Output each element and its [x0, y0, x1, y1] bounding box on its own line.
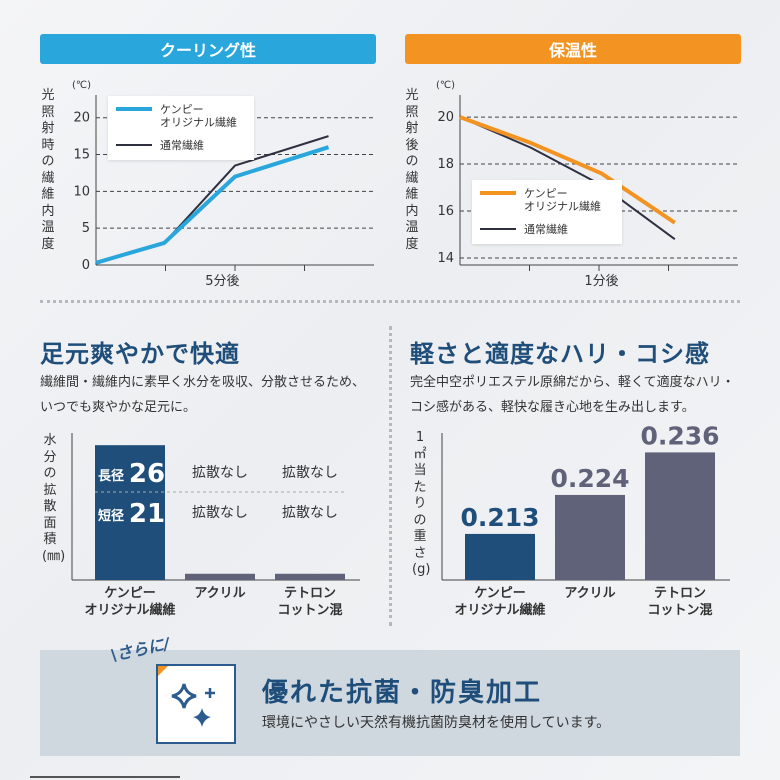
category-label: アクリル [564, 586, 615, 601]
feature-subtitle: 環境にやさしい天然有機抗菌防臭材を使用しています。 [262, 715, 611, 731]
y-tick-label: 20 [437, 110, 454, 125]
long-diameter-label: 長径 [98, 468, 124, 484]
cooling-legend: ケンピー オリジナル繊維 通常繊維 [108, 96, 254, 160]
bar [555, 494, 625, 580]
category-label: テトロン [284, 586, 336, 601]
dotted-divider [40, 300, 740, 303]
unit-label: (℃) [436, 80, 455, 91]
bar [645, 452, 715, 580]
y-tick-label: 15 [73, 148, 90, 163]
short-diameter-value: 21 [129, 499, 165, 529]
data-label: 0.224 [550, 464, 629, 493]
bar [275, 573, 345, 580]
legend-item-normal: 通常繊維 [480, 223, 568, 236]
y-tick-label: 5 [82, 221, 90, 236]
left-section-desc: 繊維間・繊維内に素早く水分を吸収、分散させるため、いつでも爽やかな足元に。 [40, 375, 366, 415]
legend-swatch-normal [116, 144, 152, 146]
y-tick-label: 16 [437, 204, 454, 219]
short-diameter-label: 短径 [98, 508, 124, 524]
warming-legend: ケンピー オリジナル繊維 通常繊維 [472, 180, 622, 244]
data-label: 0.213 [460, 503, 539, 532]
long-diameter-value: 26 [129, 459, 165, 489]
x-tick-label: 1分後 [584, 274, 618, 289]
legend-label-normal: 通常繊維 [524, 223, 568, 236]
weight-ylabel: 1㎡当たりの重さ(g) [412, 430, 431, 577]
category-label: ケンピー [474, 586, 526, 601]
warming-banner-label: 保温性 [548, 41, 597, 60]
y-tick-label: 0 [82, 258, 90, 273]
series-line [95, 145, 330, 265]
category-label: コットン混 [647, 603, 712, 618]
feature-title: 優れた抗菌・防臭加工 [262, 678, 543, 708]
legend-swatch-normal [480, 228, 516, 230]
legend-item-original: ケンピー オリジナル繊維 [480, 187, 601, 213]
y-tick-label: 20 [73, 111, 90, 126]
category-label: コットン混 [277, 603, 342, 618]
y-tick-label: 10 [73, 184, 90, 199]
warming-ylabel: 光照射後の繊維内温度 [405, 88, 419, 252]
category-label: ケンピー [104, 586, 156, 601]
right-section-title: 軽さと適度なハリ・コシ感 [410, 340, 710, 368]
legend-swatch-original [480, 191, 516, 195]
legend-item-normal: 通常繊維 [116, 139, 204, 152]
no-diffusion-long: 拡散なし [192, 465, 248, 481]
legend-item-original: ケンピー オリジナル繊維 [116, 103, 237, 129]
x-tick-label: 5分後 [205, 274, 239, 289]
cooling-chart: (℃) 0 5 10 15 20 5分後 [72, 80, 374, 289]
legend-label-original: ケンピー オリジナル繊維 [524, 187, 601, 213]
right-section-desc: 完全中空ポリエステル原綿だから、軽くて適度なハリ・コシ感がある、軽快な履き心地を… [410, 375, 735, 415]
bottom-divider [30, 776, 180, 778]
series-line [459, 115, 676, 225]
bar [95, 445, 165, 580]
data-label: 0.236 [640, 425, 719, 450]
warming-banner: 保温性 [405, 34, 741, 64]
category-label: アクリル [194, 586, 245, 601]
diffusion-ylabel: 水分の拡散面積(㎜) [42, 433, 66, 564]
y-tick-label: 14 [437, 251, 454, 266]
cooling-banner-label: クーリング性 [159, 41, 256, 60]
vertical-dotted-divider [389, 326, 392, 626]
sparkle-icon [156, 664, 236, 744]
left-section-title: 足元爽やかで快適 [40, 340, 240, 368]
cooling-banner: クーリング性 [40, 34, 376, 64]
legend-label-normal: 通常繊維 [160, 139, 204, 152]
unit-label: (℃) [72, 80, 91, 91]
cooling-ylabel: 光照射時の繊維内温度 [41, 88, 55, 252]
y-tick-label: 18 [437, 157, 454, 172]
series-line [459, 116, 676, 240]
legend-label-original: ケンピー オリジナル繊維 [160, 103, 237, 129]
bar [185, 573, 255, 580]
bar [465, 533, 535, 580]
no-diffusion-long: 拡散なし [282, 465, 338, 481]
no-diffusion-short: 拡散なし [282, 505, 338, 521]
category-label: オリジナル繊維 [454, 602, 545, 618]
no-diffusion-short: 拡散なし [192, 505, 248, 521]
category-label: オリジナル繊維 [84, 602, 175, 618]
category-label: テトロン [654, 586, 706, 601]
warming-chart: (℃) 14 16 18 20 1分後 [436, 80, 738, 289]
legend-swatch-original [116, 107, 152, 111]
